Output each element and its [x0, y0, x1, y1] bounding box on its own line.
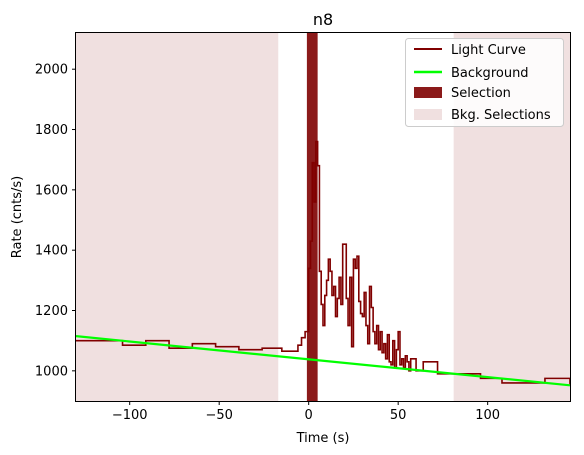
- x-tick-label: −50: [205, 408, 232, 423]
- x-axis-label: Time (s): [296, 431, 350, 446]
- background-line: [75, 335, 571, 387]
- light-curve-line: [76, 140, 571, 385]
- y-tick-label: 1200: [35, 304, 68, 319]
- x-tick-label: 100: [475, 408, 500, 423]
- x-tick-label: −100: [112, 408, 148, 423]
- y-axis-label: Rate (cnts/s): [10, 176, 25, 259]
- y-tick-label: 1600: [35, 183, 68, 198]
- y-tick-label: 2000: [35, 63, 68, 78]
- y-tick-label: 1400: [35, 244, 68, 259]
- legend-bkg-selections-swatch: [414, 109, 442, 120]
- legend-bkg-selections-label: Bkg. Selections: [451, 108, 551, 123]
- axes-frame: [75, 32, 571, 402]
- legend-background-label: Background: [451, 66, 529, 81]
- y-tick-label: 1800: [35, 123, 68, 138]
- legend-box: [405, 38, 564, 127]
- legend: Light Curve Background Selection Bkg. Se…: [405, 38, 564, 127]
- y-tick-label: 1000: [35, 364, 68, 379]
- x-tick-label: 50: [390, 408, 407, 423]
- legend-light-curve-label: Light Curve: [451, 43, 526, 58]
- x-tick-label: 0: [305, 408, 313, 423]
- x-axis: −100 −50 0 50 100: [112, 401, 500, 423]
- legend-selection-label: Selection: [451, 86, 511, 101]
- y-axis: 1000 1200 1400 1600 1800 2000: [35, 63, 76, 379]
- legend-selection-swatch: [414, 87, 442, 98]
- chart-title: n8: [313, 10, 333, 29]
